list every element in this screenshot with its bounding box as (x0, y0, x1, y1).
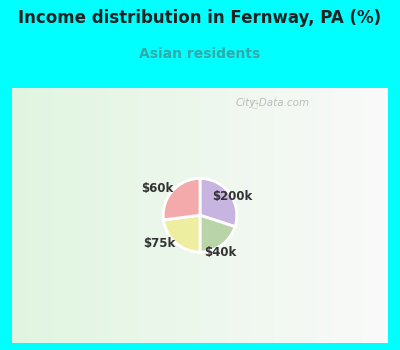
Text: $200k: $200k (212, 190, 253, 203)
Wedge shape (200, 178, 237, 226)
Text: $75k: $75k (143, 237, 179, 250)
Wedge shape (200, 215, 235, 252)
Text: 🔍: 🔍 (251, 98, 257, 108)
Text: $60k: $60k (141, 182, 176, 195)
Text: City-Data.com: City-Data.com (236, 98, 310, 108)
Text: $40k: $40k (204, 240, 236, 259)
Wedge shape (164, 215, 200, 252)
Text: Asian residents: Asian residents (139, 47, 261, 61)
Wedge shape (163, 178, 200, 220)
Text: Income distribution in Fernway, PA (%): Income distribution in Fernway, PA (%) (18, 9, 382, 27)
